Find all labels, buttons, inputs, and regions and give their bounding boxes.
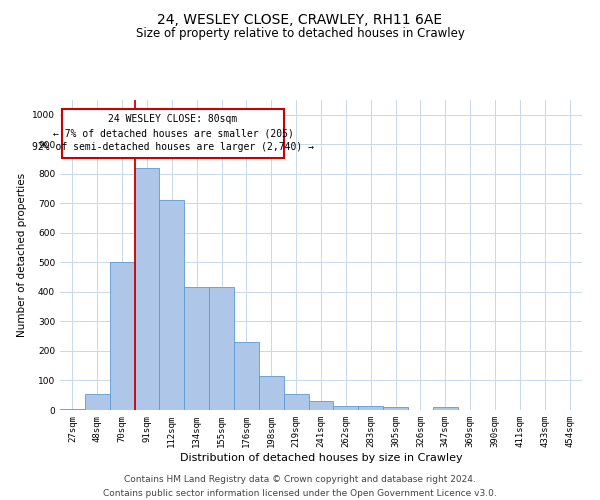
Text: Contains HM Land Registry data © Crown copyright and database right 2024.
Contai: Contains HM Land Registry data © Crown c… — [103, 476, 497, 498]
Bar — [134, 168, 160, 410]
Bar — [383, 407, 408, 410]
Bar — [209, 288, 234, 410]
Bar — [85, 394, 110, 410]
Y-axis label: Number of detached properties: Number of detached properties — [17, 173, 26, 337]
Bar — [334, 406, 358, 410]
Bar — [259, 376, 284, 410]
Text: 24 WESLEY CLOSE: 80sqm
← 7% of detached houses are smaller (205)
92% of semi-det: 24 WESLEY CLOSE: 80sqm ← 7% of detached … — [32, 114, 314, 152]
Text: Size of property relative to detached houses in Crawley: Size of property relative to detached ho… — [136, 28, 464, 40]
Bar — [358, 406, 383, 410]
Bar — [160, 200, 184, 410]
Text: 24, WESLEY CLOSE, CRAWLEY, RH11 6AE: 24, WESLEY CLOSE, CRAWLEY, RH11 6AE — [157, 12, 443, 26]
Bar — [234, 342, 259, 410]
Bar — [433, 407, 458, 410]
Bar — [184, 288, 209, 410]
Bar — [284, 394, 308, 410]
Bar — [110, 262, 134, 410]
Bar — [60, 408, 85, 410]
X-axis label: Distribution of detached houses by size in Crawley: Distribution of detached houses by size … — [179, 452, 463, 462]
Bar — [62, 109, 284, 158]
Bar — [308, 401, 334, 410]
